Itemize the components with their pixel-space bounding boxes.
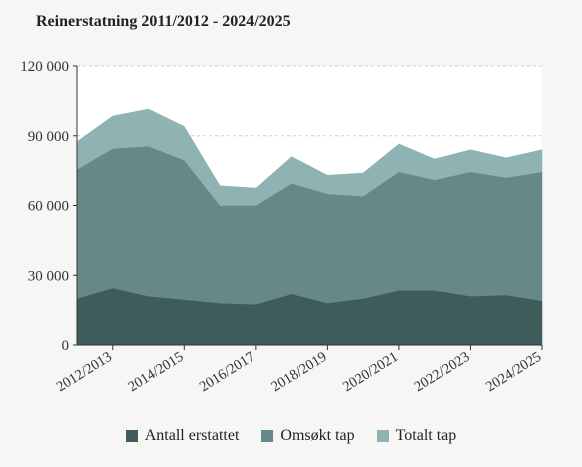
legend-item: Antall erstattet <box>125 427 240 445</box>
legend-label: Antall erstattet <box>144 427 240 444</box>
series-area-totalt-tap <box>76 108 543 206</box>
chart-title: Reinerstatning 2011/2012 - 2024/2025 <box>36 13 291 30</box>
legend-swatch <box>125 430 138 442</box>
y-tick-label: 60 000 <box>28 199 69 215</box>
x-tick-label: 2018/2019 <box>268 349 329 395</box>
y-tick-label: 120 000 <box>20 59 69 75</box>
legend-label: Omsøkt tap <box>280 427 355 444</box>
x-tick-label: 2024/2025 <box>483 349 544 395</box>
legend-item: Omsøkt tap <box>261 427 355 445</box>
y-tick-label: 0 <box>62 338 70 354</box>
x-tick-label: 2020/2021 <box>340 349 401 395</box>
legend: Antall erstattet Omsøkt tap Totalt tap <box>0 427 582 445</box>
legend-item: Totalt tap <box>376 427 457 445</box>
legend-swatch <box>376 430 389 442</box>
x-tick-label: 2014/2015 <box>125 349 186 395</box>
legend-label: Totalt tap <box>395 427 457 444</box>
x-tick-label: 2012/2013 <box>54 349 115 395</box>
x-tick-label: 2022/2023 <box>411 349 472 395</box>
y-tick-label: 90 000 <box>28 129 69 145</box>
y-tick-label: 30 000 <box>28 268 69 284</box>
x-tick-label: 2016/2017 <box>197 349 258 395</box>
legend-swatch <box>261 430 274 442</box>
